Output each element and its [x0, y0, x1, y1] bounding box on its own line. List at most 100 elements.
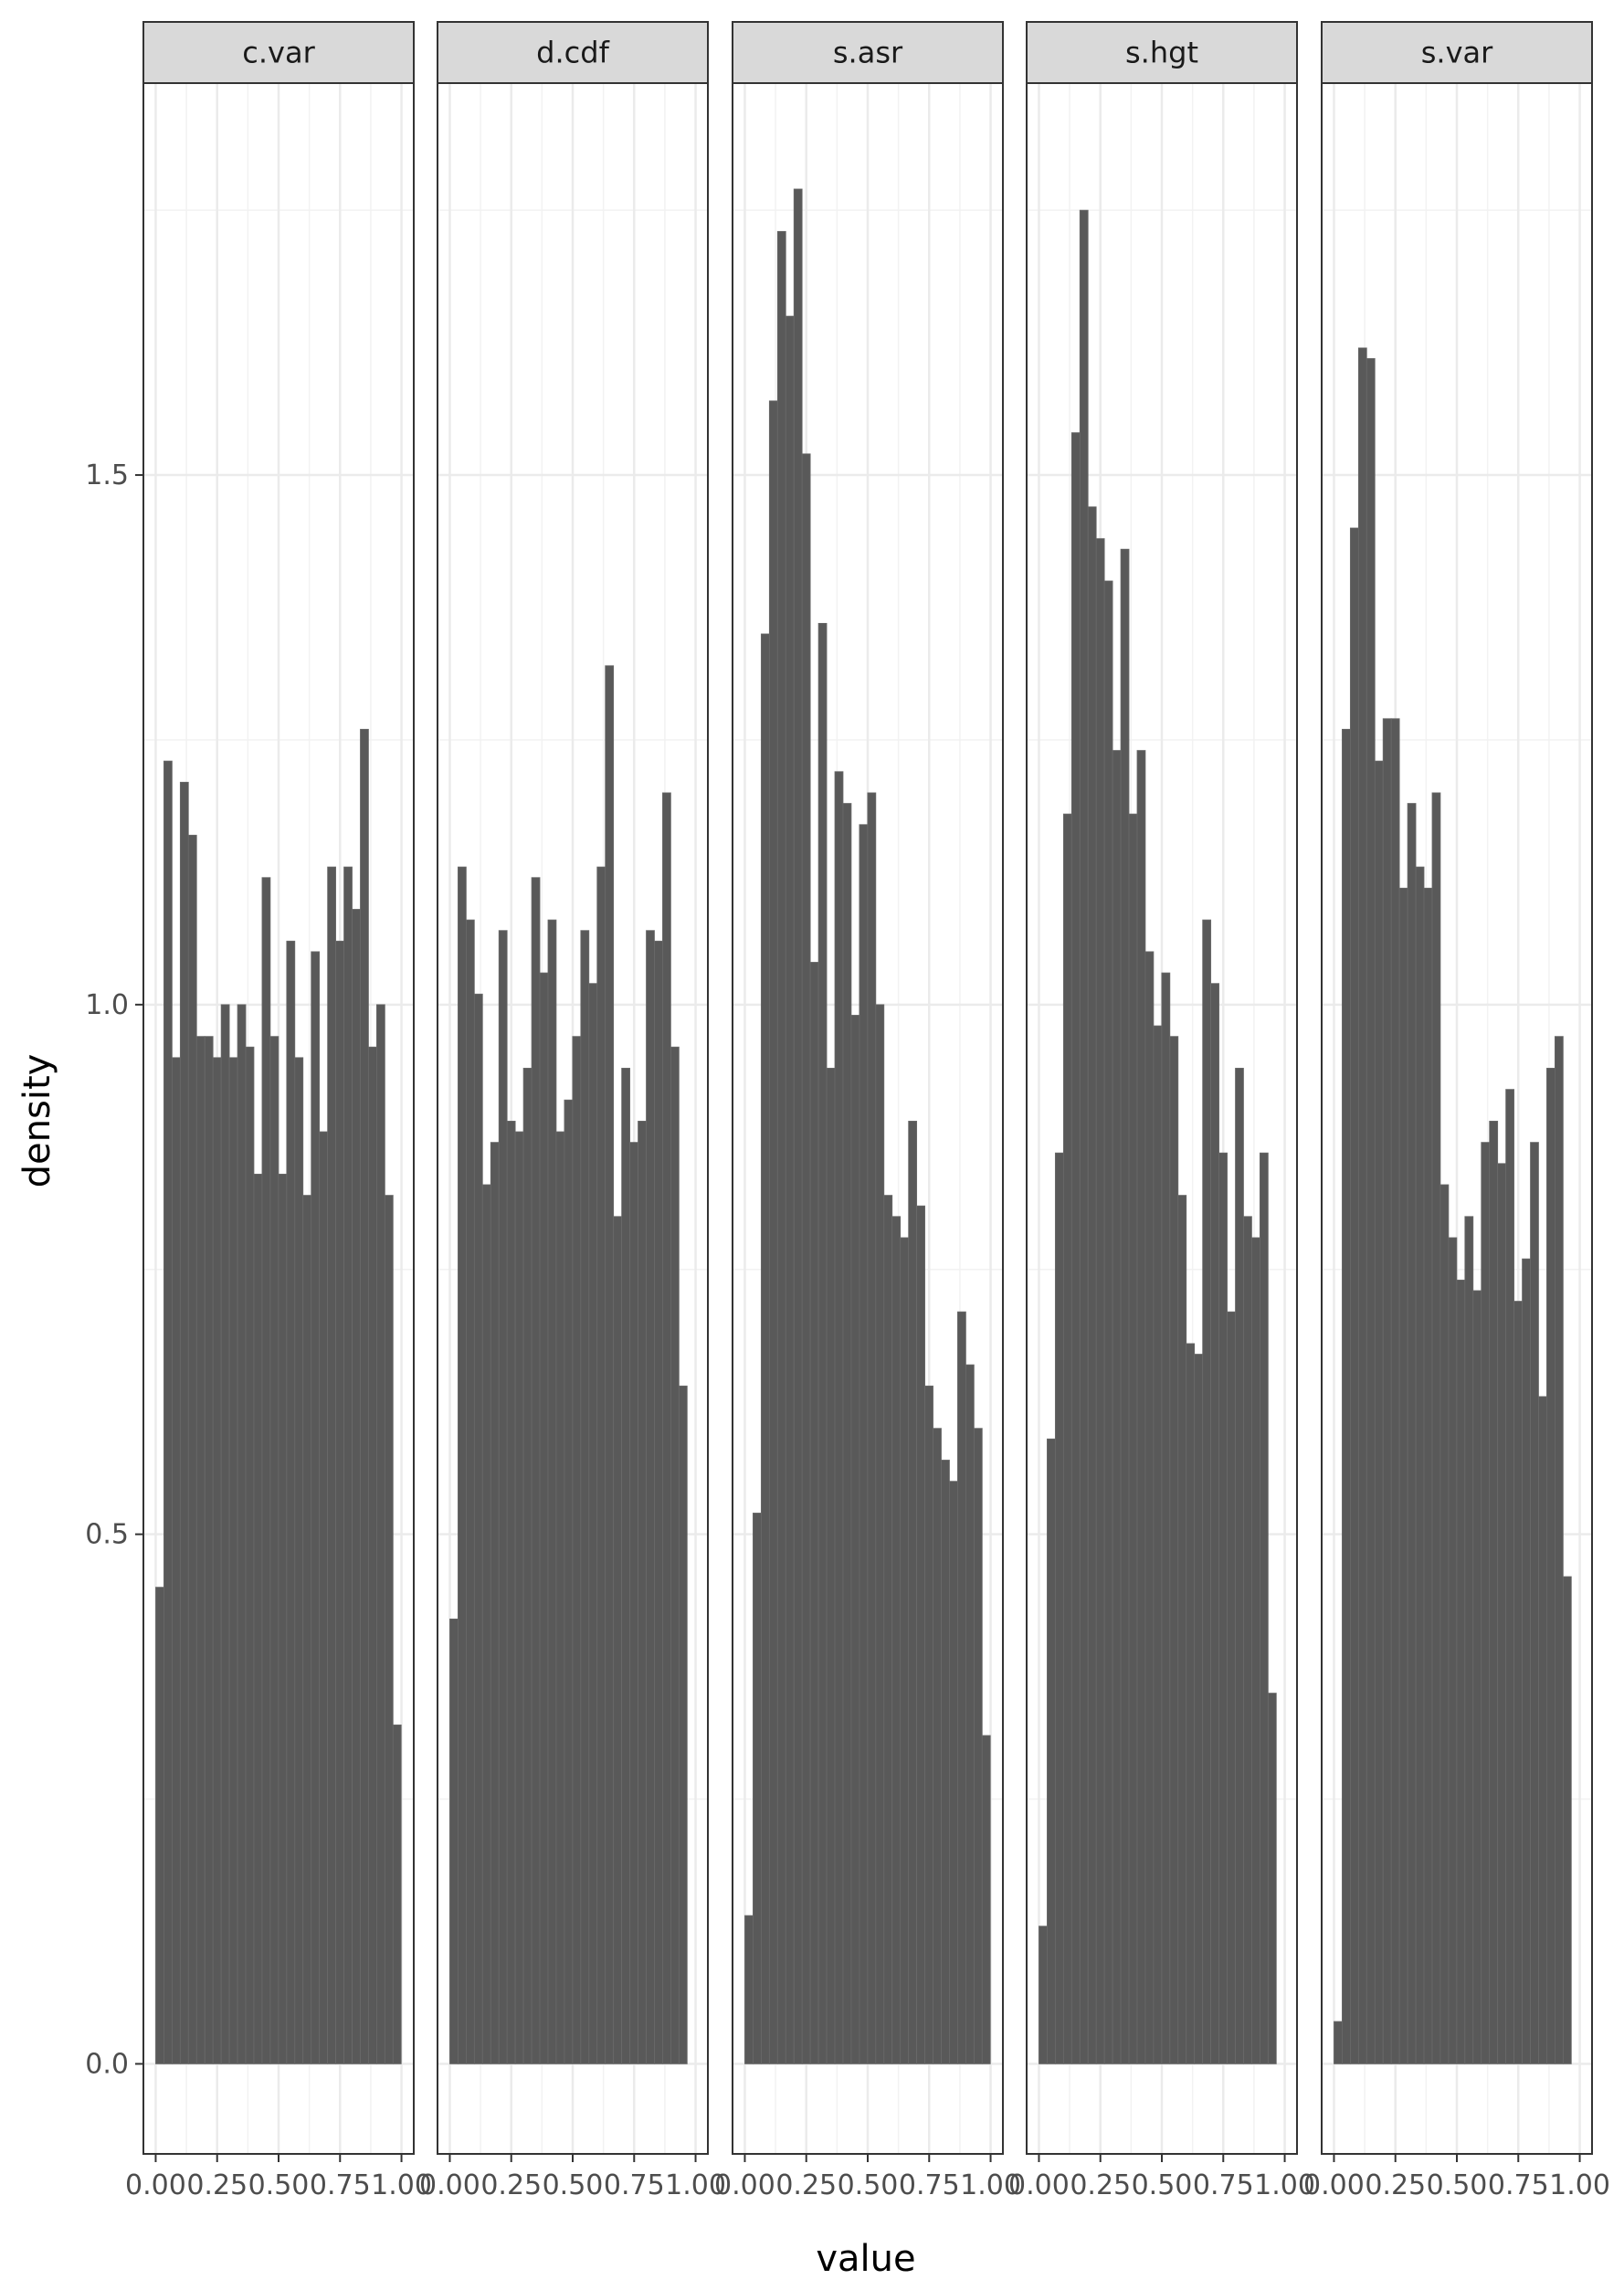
bar: [605, 665, 615, 2064]
bar: [1472, 1290, 1482, 2064]
bar: [1169, 1036, 1179, 2064]
bar: [654, 940, 663, 2064]
x-tick-label: 1.00: [1254, 2169, 1315, 2201]
bar: [473, 993, 483, 2064]
x-tick-label: 0.25: [775, 2169, 837, 2201]
bar: [228, 1057, 238, 2064]
facet-strip: [142, 21, 415, 84]
bar: [638, 1120, 647, 2064]
bar: [1047, 1438, 1056, 2064]
bar: [1398, 887, 1408, 2064]
bar: [1538, 1396, 1547, 2064]
bar: [1202, 919, 1212, 2064]
bar: [1505, 1089, 1514, 2064]
bar: [1095, 538, 1105, 2064]
bar: [1186, 1343, 1196, 2064]
bar: [1103, 580, 1113, 2064]
bar: [465, 919, 475, 2064]
bar: [179, 781, 189, 2064]
bar: [1390, 718, 1400, 2064]
bar: [1120, 548, 1130, 2064]
bar: [1128, 813, 1138, 2064]
bar: [449, 1619, 459, 2064]
bar: [613, 1216, 623, 2064]
bar: [809, 962, 819, 2064]
bar: [1218, 1152, 1228, 2064]
bar: [1039, 1926, 1048, 2064]
bar: [286, 940, 296, 2064]
facet-strip-label: s.hgt: [1125, 36, 1198, 70]
bar: [1112, 750, 1122, 2064]
x-tick-label: 0.75: [1193, 2169, 1254, 2201]
bar: [187, 834, 197, 2064]
x-tick-label: 0.25: [186, 2169, 248, 2201]
bar: [195, 1036, 206, 2064]
y-axis-label: density: [16, 1054, 58, 1188]
facet-panel-c-var: c.var 0.00 0.25 0.50 0.75 1.00: [125, 21, 432, 2201]
bar: [1177, 1195, 1187, 2064]
bar: [850, 1015, 860, 2064]
bar: [253, 1173, 263, 2064]
bar: [1374, 760, 1384, 2064]
bar: [817, 622, 828, 2064]
bar: [1259, 1152, 1269, 2064]
bar: [1194, 1354, 1204, 2064]
x-tick-label: 0.50: [248, 2169, 310, 2201]
x-tick-label: 0.50: [1427, 2169, 1488, 2201]
bar: [1227, 1311, 1236, 2064]
bar: [481, 1184, 491, 2064]
x-tick-label: 0.75: [604, 2169, 665, 2201]
bar: [498, 930, 508, 2064]
bar: [1431, 792, 1441, 2064]
x-tick-label: 0.75: [1488, 2169, 1549, 2201]
bar: [1357, 347, 1367, 2064]
bar: [1349, 527, 1359, 2064]
bar: [776, 230, 786, 2064]
bar: [933, 1428, 942, 2064]
bar: [163, 760, 173, 2064]
bar: [793, 188, 803, 2064]
bar: [1456, 1279, 1466, 2064]
bar: [458, 866, 467, 2064]
bar: [916, 1205, 925, 2064]
x-tick-label: 0.25: [1365, 2169, 1426, 2201]
y-tick-label-0-5: 0.5: [85, 1519, 129, 1551]
bar: [352, 909, 361, 2064]
x-tick-label: 0.75: [899, 2169, 960, 2201]
bar: [1161, 972, 1171, 2064]
facet-strip-label: s.var: [1421, 36, 1493, 70]
bar: [572, 1036, 582, 2064]
bar: [212, 1057, 222, 2064]
bar: [744, 1915, 754, 2064]
y-axis: 0.0 0.5 1.0 1.5: [85, 459, 143, 2080]
bar: [1054, 1152, 1064, 2064]
bar: [1267, 1693, 1277, 2064]
bar: [539, 972, 549, 2064]
bar: [1546, 1068, 1555, 2064]
bar: [1087, 506, 1097, 2064]
facet-strip-label: c.var: [242, 36, 315, 70]
bar: [1366, 358, 1376, 2064]
bar: [785, 315, 795, 2064]
bar: [1062, 813, 1072, 2064]
bar: [662, 792, 671, 2064]
bar: [1530, 1142, 1539, 2064]
x-tick-label: 0.00: [714, 2169, 775, 2201]
bar: [957, 1311, 966, 2064]
x-tick-label: 1.00: [960, 2169, 1021, 2201]
bar: [547, 919, 557, 2064]
bar: [826, 1068, 836, 2064]
bar: [1235, 1068, 1244, 2064]
bar: [859, 824, 869, 2064]
bar: [375, 1004, 385, 2064]
bar: [1423, 887, 1433, 2064]
bar: [522, 1068, 533, 2064]
bar: [278, 1173, 288, 2064]
bar: [949, 1481, 958, 2064]
facet-panel-s-var: s.var 0.00 0.25 0.50 0.75 1.00: [1303, 21, 1610, 2201]
bar: [875, 1004, 885, 2064]
y-tick-label-0-0: 0.0: [85, 2048, 129, 2080]
